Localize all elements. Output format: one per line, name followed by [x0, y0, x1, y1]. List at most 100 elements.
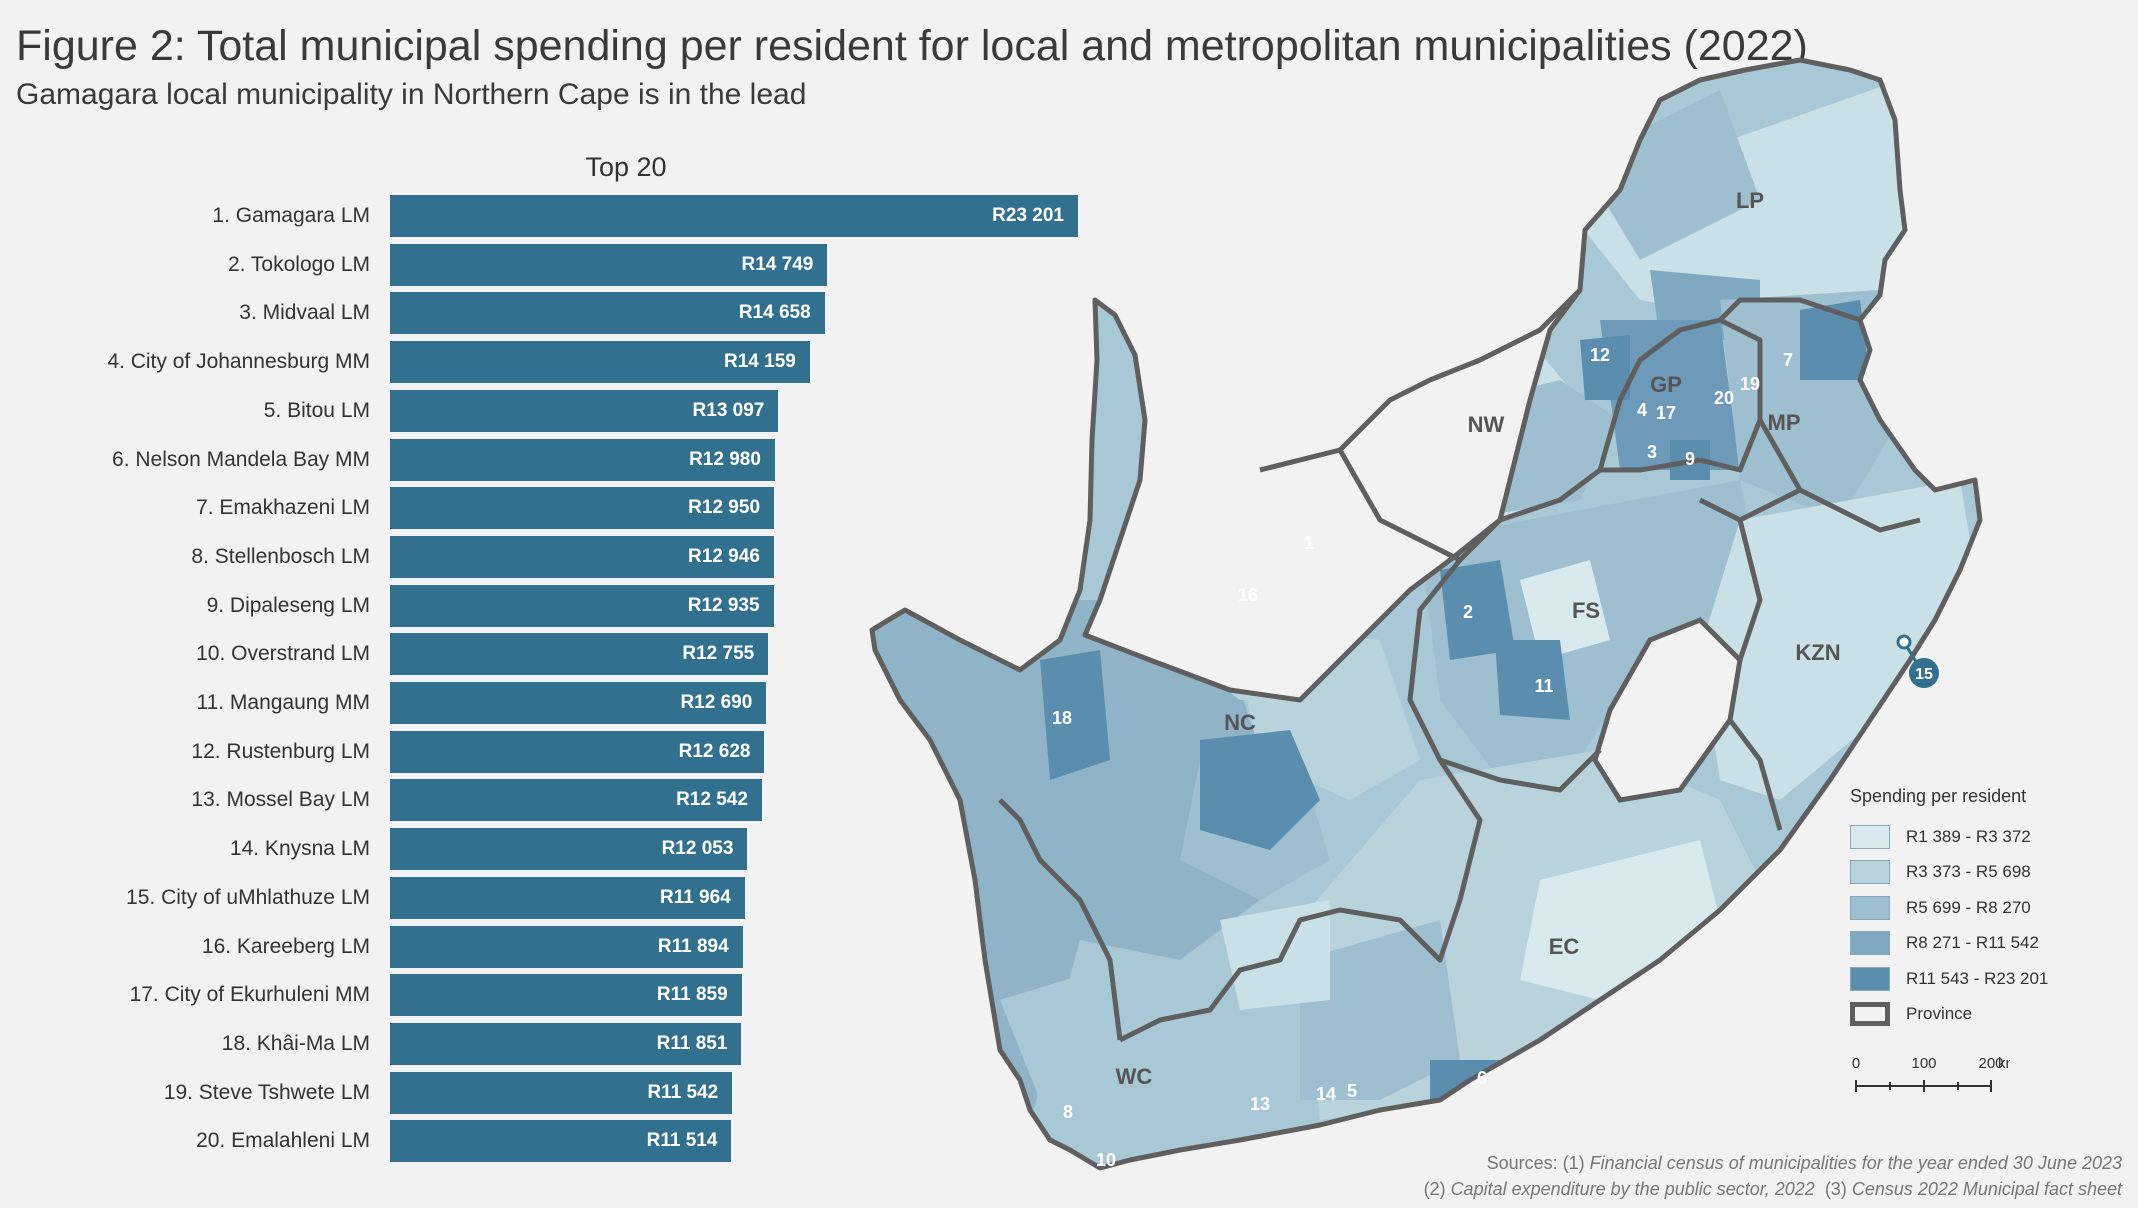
rank-marker: 14 — [1316, 1084, 1336, 1104]
scale-bar: 0 100 200 km — [1852, 1055, 2010, 1092]
legend-items: R1 389 - R3 372 R3 373 - R5 698 R5 699 - R… — [1850, 819, 2110, 997]
rank-marker: 5 — [1347, 1081, 1357, 1101]
bar-value-label: R11 859 — [656, 984, 728, 1006]
rank-marker: 9 — [1685, 449, 1695, 469]
bar-category-label: 9. Dipaleseng LM — [206, 593, 370, 617]
bar-row: 2. Tokologo LM R14 749 — [0, 243, 1100, 286]
border-fs-kzn — [1737, 519, 1763, 661]
bar: R11 851 — [390, 1022, 742, 1065]
region-kareeberg — [1200, 730, 1320, 850]
bar-row: 4. City of Johannesburg MM R14 159 — [0, 341, 1100, 384]
figure-title: Figure 2: Total municipal spending per r… — [16, 22, 1808, 70]
bar-value-label: R14 658 — [738, 302, 811, 324]
bar-row: 6. Nelson Mandela Bay MM R12 980 — [0, 438, 1100, 481]
sources-prefix: (2) — [1423, 1179, 1451, 1199]
region-fs-west — [1520, 560, 1610, 660]
bar: R14 658 — [390, 292, 825, 335]
bar: R12 690 — [390, 682, 767, 724]
province-label: NC — [1224, 710, 1256, 735]
bar-value-label: R14 159 — [724, 351, 796, 373]
bar-row: 13. Mossel Bay LM R12 542 — [0, 779, 1100, 822]
border-nw-north — [1338, 288, 1582, 452]
scale-tick-label: 0 — [1852, 1055, 1860, 1072]
bar-category-label: 15. City of uMhlathuze LM — [126, 885, 370, 909]
rank-marker: 6 — [1477, 1068, 1487, 1088]
bar: R11 542 — [390, 1071, 733, 1114]
border-kzn-north — [1798, 487, 1921, 533]
bar-category-label: 6. Nelson Mandela Bay MM — [112, 447, 370, 471]
region-ec-east — [1520, 840, 1720, 1000]
bar-category-label: 2. Tokologo LM — [227, 252, 370, 276]
bar-value-label: R14 749 — [741, 253, 814, 275]
bar-category-label: 18. Khâi-Ma LM — [221, 1031, 370, 1055]
bar-category-label: 19. Steve Tshwete LM — [163, 1080, 370, 1104]
bar-row: 9. Dipaleseng LM R12 935 — [0, 584, 1100, 627]
region-lp-west — [1580, 90, 1760, 260]
rank-marker: 19 — [1740, 374, 1760, 394]
bar-category-label: 1. Gamagara LM — [212, 204, 370, 227]
bar-value-label: R12 946 — [688, 545, 760, 567]
legend: Spending per resident R1 389 - R3 372 R3 … — [1850, 786, 2110, 1032]
legend-swatch-province — [1850, 1002, 1890, 1027]
rank-marker: 20 — [1714, 388, 1734, 408]
bar: R14 749 — [390, 243, 828, 286]
province-label: KZN — [1795, 640, 1840, 665]
bar-category-label: 14. Knysna LM — [229, 837, 370, 861]
legend-item: R11 543 - R23 201 — [1850, 961, 2110, 997]
province-label: EC — [1549, 934, 1580, 959]
region-khai-ma — [1040, 650, 1110, 780]
bar-value-label: R11 542 — [647, 1081, 719, 1103]
rank-marker: 17 — [1656, 403, 1676, 423]
border-nc-ec-wc — [1118, 758, 1483, 1043]
rank-marker: 8 — [1063, 1102, 1073, 1122]
scale-unit: km — [1998, 1055, 2010, 1072]
bar-category-label: 3. Midvaal LM — [239, 301, 370, 325]
bar: R12 053 — [390, 828, 748, 871]
bar-value-label: R12 628 — [678, 740, 751, 762]
bar: R11 894 — [390, 925, 743, 968]
bar-row: 15. City of uMhlathuze LM R11 964 — [0, 876, 1100, 919]
region-gp — [1600, 320, 1740, 470]
rank-marker: 15 — [1915, 666, 1933, 683]
legend-item: R8 271 - R11 542 — [1850, 926, 2110, 962]
sources-prefix: Sources: (1) — [1486, 1153, 1590, 1173]
bar-row: 20. Emalahleni LM R11 514 — [0, 1120, 1100, 1163]
bar: R12 980 — [390, 438, 775, 481]
bar: R13 097 — [390, 389, 779, 432]
bar-value-label: R12 053 — [661, 838, 734, 860]
bar-value-label: R12 755 — [682, 643, 755, 665]
region-wc-north — [1220, 900, 1330, 1010]
province-label: NW — [1468, 412, 1505, 437]
bar-row: 5. Bitou LM R13 097 — [0, 389, 1100, 432]
legend-item: R1 389 - R3 372 — [1850, 819, 2110, 855]
bar-value-label: R11 964 — [659, 886, 731, 908]
bar-row: 17. City of Ekurhuleni MM R11 859 — [0, 974, 1100, 1017]
country-border — [869, 57, 1983, 1171]
bar: R11 859 — [390, 974, 742, 1017]
border-lp-mp — [1718, 297, 1861, 323]
border-mp-south — [1698, 418, 1803, 523]
rank-markers: 1 2 3 4 5 6 7 8 9 10 11 12 13 14 16 17 1… — [1052, 345, 1793, 1170]
bar-category-label: 4. City of Johannesburg MM — [107, 350, 370, 374]
rank-marker: 16 — [1238, 585, 1258, 605]
bar-category-label: 17. City of Ekurhuleni MM — [129, 983, 370, 1007]
rank-marker: 11 — [1534, 676, 1553, 696]
sources-prefix: (3) — [1814, 1179, 1852, 1199]
source-2: Capital expenditure by the public sector… — [1450, 1179, 1815, 1199]
province-labels: LP GP NW MP FS KZN NC EC WC — [1116, 188, 1841, 1089]
bar-value-label: R23 201 — [992, 205, 1064, 226]
bar: R12 946 — [390, 535, 774, 578]
bar-value-label: R12 542 — [676, 789, 748, 811]
bar-row: 1. Gamagara LM R23 201 — [0, 195, 1100, 237]
bar-category-label: 13. Mossel Bay LM — [191, 788, 370, 812]
province-label: MP — [1768, 410, 1801, 435]
bar-row: 7. Emakhazeni LM R12 950 — [0, 487, 1100, 530]
bar: R14 159 — [390, 341, 810, 384]
legend-label: R5 699 - R8 270 — [1906, 897, 2031, 917]
bar-row: 8. Stellenbosch LM R12 946 — [0, 535, 1100, 578]
bar-value-label: R11 894 — [657, 935, 729, 957]
rank-marker: 10 — [1096, 1150, 1116, 1170]
legend-label: R8 271 - R11 542 — [1906, 933, 2039, 953]
bar: R12 755 — [390, 633, 769, 676]
callout-circle — [1909, 658, 1939, 688]
